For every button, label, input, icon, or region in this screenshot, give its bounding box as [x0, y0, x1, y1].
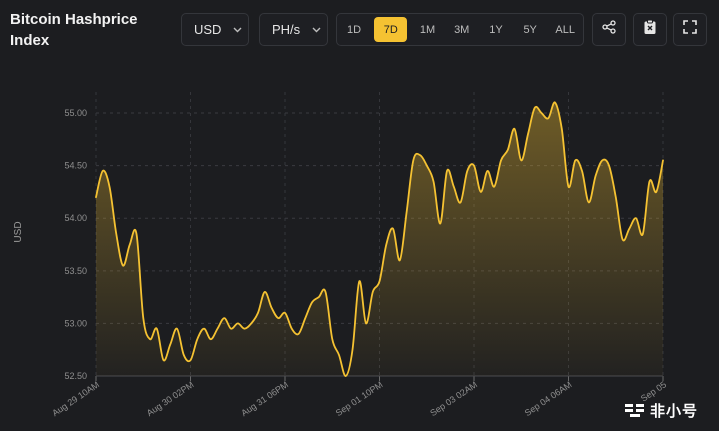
clipboard-button[interactable]: [633, 13, 667, 46]
y-tick-label: 52.50: [64, 371, 87, 381]
y-axis: 52.50 53.00 53.50 54.00 54.50 55.00: [64, 108, 87, 381]
unit-select[interactable]: PH/s: [259, 13, 328, 46]
x-tick-label: Aug 30 02PM: [145, 379, 196, 418]
watermark-logo-icon: [624, 401, 646, 419]
clipboard-icon: [643, 19, 657, 40]
y-tick-label: 53.00: [64, 318, 87, 328]
range-button-1m[interactable]: 1M: [419, 23, 436, 36]
range-button-3m[interactable]: 3M: [454, 23, 470, 36]
range-button-1y[interactable]: 1Y: [489, 23, 503, 36]
fullscreen-icon: [683, 20, 697, 39]
share-icon: [602, 20, 616, 39]
price-line: [95, 101, 664, 377]
x-tick-label: Aug 31 06PM: [239, 379, 290, 418]
y-tick-label: 54.00: [64, 213, 87, 223]
x-axis: Aug 29 10AM Aug 30 02PM Aug 31 06PM Sep 01 …: [50, 375, 668, 418]
chevron-down-icon: [312, 25, 321, 34]
currency-value: USD: [194, 22, 222, 37]
range-button-7d[interactable]: 7D: [374, 17, 408, 42]
share-button[interactable]: [592, 13, 626, 46]
range-button-5y[interactable]: 5Y: [523, 23, 537, 36]
y-tick-label: 54.50: [64, 161, 87, 171]
x-tick-label: Sep 01 10PM: [334, 379, 385, 418]
y-tick-label: 53.50: [64, 266, 87, 276]
x-tick-label: Sep 04 06AM: [523, 379, 574, 418]
y-tick-label: 55.00: [64, 108, 87, 118]
range-button-1d[interactable]: 1D: [346, 23, 362, 36]
x-tick-label: Sep 03 02AM: [428, 379, 479, 418]
range-button-all[interactable]: ALL: [555, 23, 575, 36]
y-axis-label: USD: [13, 221, 24, 242]
time-range-selector: 1D 7D 1M 3M 1Y 5Y ALL: [336, 13, 584, 46]
unit-value: PH/s: [272, 22, 301, 37]
fullscreen-button[interactable]: [673, 13, 707, 46]
watermark-text: 非小号: [650, 402, 699, 420]
x-tick-label: Aug 29 10AM: [50, 379, 101, 418]
chevron-down-icon: [233, 25, 242, 34]
watermark: 非小号: [624, 399, 698, 421]
price-area: [96, 102, 663, 377]
currency-select[interactable]: USD: [181, 13, 249, 46]
chart-title: Bitcoin Hashprice Index: [10, 11, 138, 49]
